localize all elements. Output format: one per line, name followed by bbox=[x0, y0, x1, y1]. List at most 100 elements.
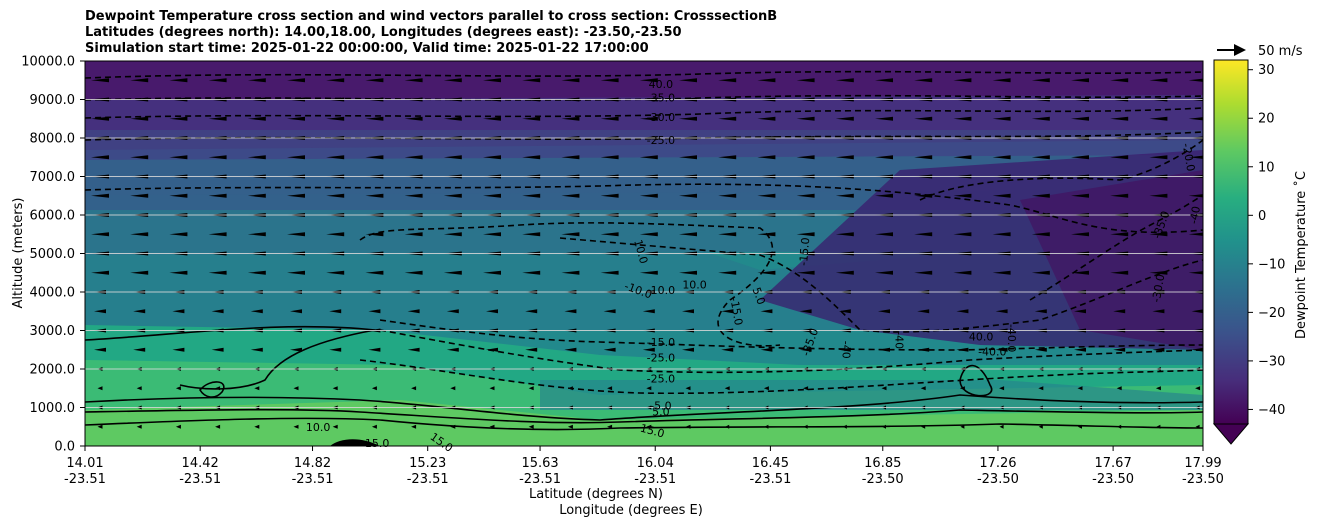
x-tick-label-lon: -23.51 bbox=[292, 472, 334, 487]
wind-vector-arrow bbox=[835, 193, 854, 198]
wind-vector-arrow bbox=[835, 116, 854, 121]
wind-vector-arrow bbox=[254, 386, 260, 391]
wind-vector-arrow bbox=[411, 386, 417, 391]
contour-label: 10.0 bbox=[306, 421, 331, 434]
contour-label: 15.0 bbox=[639, 422, 666, 441]
wind-vector-arrow bbox=[326, 270, 345, 275]
x-tick-label-lon: -23.50 bbox=[1092, 472, 1134, 487]
wind-vector-arrow bbox=[882, 424, 886, 429]
wind-vector-arrow bbox=[172, 309, 185, 314]
contour-line bbox=[559, 237, 1203, 333]
colorbar-tick-label: 20 bbox=[1258, 112, 1275, 127]
wind-vector-arrow bbox=[838, 347, 851, 352]
wind-vector-arrow bbox=[956, 347, 969, 352]
wind-vector-arrow bbox=[921, 424, 926, 429]
wind-vector-arrow bbox=[561, 270, 580, 275]
wind-vector-arrow bbox=[639, 116, 658, 121]
contour-label: 10.0 bbox=[631, 238, 650, 265]
wind-vector-arrow bbox=[757, 155, 776, 160]
wind-vector-arrow bbox=[371, 424, 377, 429]
wind-vector-arrow bbox=[365, 78, 384, 83]
wind-vector-arrow bbox=[1031, 155, 1050, 160]
wind-vector-arrow bbox=[522, 116, 541, 121]
wind-vector-arrow bbox=[1188, 271, 1203, 275]
contour-line bbox=[199, 381, 225, 398]
wind-vector-arrow bbox=[287, 155, 305, 160]
wind-vector-arrow bbox=[564, 347, 577, 352]
wind-vector-arrow bbox=[960, 424, 965, 429]
wind-vector-arrow bbox=[757, 116, 776, 121]
wind-vector-arrow bbox=[600, 270, 619, 275]
wind-vector-arrow bbox=[842, 386, 848, 391]
y-tick-label: 6000.0 bbox=[30, 209, 76, 224]
wind-vector-arrow bbox=[91, 78, 109, 83]
wind-vector-arrow bbox=[992, 232, 1011, 237]
wind-vector-arrow bbox=[718, 270, 737, 275]
wind-vector-arrow bbox=[682, 309, 694, 314]
wind-vector-arrow bbox=[1152, 309, 1165, 314]
x-tick-label-lon: -23.51 bbox=[519, 472, 561, 487]
y-tick-label: 10000.0 bbox=[21, 55, 75, 70]
wind-vector-arrow bbox=[1149, 116, 1168, 121]
wind-vector-arrow bbox=[567, 424, 573, 429]
colorbar-extend-triangle bbox=[1212, 423, 1250, 445]
wind-vector-arrow bbox=[600, 116, 619, 121]
wind-vector-arrow bbox=[842, 424, 847, 429]
contour-line bbox=[919, 139, 1203, 201]
wind-vector-arrow bbox=[796, 193, 815, 198]
wind-vector-arrow bbox=[721, 309, 734, 314]
wind-vector-arrow bbox=[443, 270, 462, 275]
wind-vector-arrow bbox=[914, 116, 933, 121]
wind-vector-arrow bbox=[835, 155, 854, 160]
contour-line bbox=[359, 222, 781, 347]
x-tick-label-lat: 16.45 bbox=[752, 456, 789, 471]
x-axis-label-line-1: Latitude (degrees N) bbox=[529, 487, 663, 502]
y-tick-label: 4000.0 bbox=[30, 286, 76, 301]
y-tick-label: 7000.0 bbox=[30, 170, 76, 185]
y-tick-label: 0.0 bbox=[54, 440, 75, 455]
wind-vector-arrow bbox=[1031, 78, 1050, 83]
wind-vector-arrow bbox=[411, 424, 417, 429]
contour-label: -20.0 bbox=[1180, 142, 1198, 172]
wind-vector-arrow bbox=[639, 155, 658, 160]
wind-vector-arrow bbox=[332, 424, 338, 429]
wind-vector-arrow bbox=[1034, 347, 1047, 352]
wind-vector-arrow bbox=[953, 78, 972, 83]
contour-label: 10.0 bbox=[682, 278, 707, 291]
wind-vector-arrow bbox=[721, 347, 734, 352]
wind-vector-arrow bbox=[254, 424, 260, 429]
contour-label: -15.0 bbox=[797, 237, 812, 266]
wind-vector-arrow bbox=[1149, 78, 1168, 83]
wind-vector-arrow bbox=[208, 232, 227, 237]
wind-vector-arrow bbox=[136, 424, 142, 429]
wind-vector-arrow bbox=[486, 309, 498, 314]
wind-vector-arrow bbox=[763, 386, 769, 391]
wind-vector-arrow bbox=[914, 193, 933, 198]
y-tick-label: 5000.0 bbox=[30, 247, 76, 262]
wind-vector-arrow bbox=[600, 78, 619, 83]
wind-vector-arrow bbox=[875, 270, 893, 275]
wind-vector-arrow bbox=[1191, 347, 1203, 352]
wind-vector-arrow bbox=[136, 386, 142, 391]
wind-vector-arrow bbox=[169, 193, 188, 198]
contour-label: -25.0 bbox=[647, 134, 675, 147]
wind-vector-arrow bbox=[247, 155, 266, 160]
wind-vector-arrow bbox=[1155, 386, 1161, 391]
wind-vector-arrow bbox=[169, 155, 188, 160]
contour-line bbox=[85, 183, 1203, 234]
wind-vector-arrow bbox=[561, 193, 580, 198]
wind-vector-arrow bbox=[1034, 309, 1047, 314]
wind-vector-arrow bbox=[443, 232, 462, 237]
wind-vector-arrow bbox=[799, 347, 812, 352]
wind-vector-arrow bbox=[528, 386, 534, 391]
x-tick-label-lon: -23.50 bbox=[862, 472, 904, 487]
wind-vector-arrow bbox=[1071, 155, 1089, 160]
wind-vector-arrow bbox=[1156, 424, 1161, 429]
contour-line bbox=[85, 107, 1203, 119]
wind-vector-arrow bbox=[718, 193, 737, 198]
chart-title-line-2: Latitudes (degrees north): 14.00,18.00, … bbox=[85, 25, 682, 40]
wind-vector-arrow bbox=[959, 386, 965, 391]
wind-vector-arrow bbox=[600, 155, 619, 160]
wind-vector-arrow bbox=[561, 116, 580, 121]
wind-vector-arrow bbox=[561, 78, 580, 83]
